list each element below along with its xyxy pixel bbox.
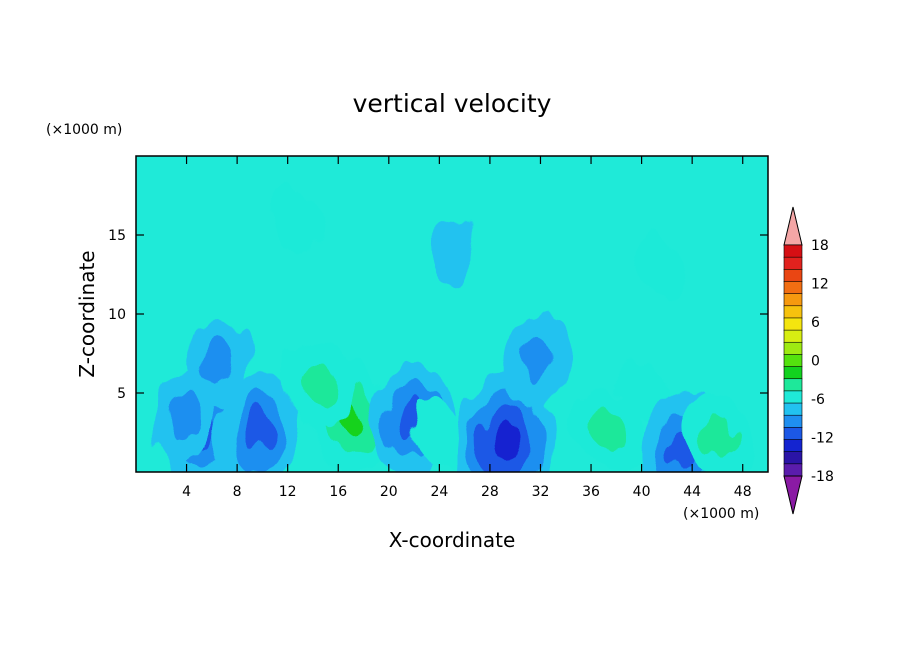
x-tick-label: 4 [182, 484, 191, 500]
x-tick-label: 8 [233, 484, 242, 500]
x-tick-label: 36 [582, 484, 600, 500]
x-axis-label: X-coordinate [389, 528, 516, 552]
y-axis: 5 10 15 [108, 228, 768, 402]
y-tick-label: 15 [108, 228, 126, 244]
contour-feature [267, 187, 321, 251]
x-tick-label: 28 [481, 484, 499, 500]
colorbar-swatch [783, 329, 803, 343]
colorbar-min-arrow [783, 475, 803, 515]
colorbar-swatch [783, 451, 803, 465]
x-tick-label: 16 [329, 484, 347, 500]
colorbar-swatch [783, 463, 803, 477]
contour-feature [428, 217, 476, 285]
contour-feature [218, 373, 302, 472]
contour-feature [571, 387, 644, 472]
contour-level [589, 409, 626, 453]
colorbar-swatch [783, 293, 803, 307]
contour-feature [501, 315, 567, 408]
y-axis-label: Z-coordinate [75, 250, 99, 377]
contour-level [634, 234, 687, 299]
y-tick-label: 10 [108, 307, 126, 323]
contour-feature [410, 400, 464, 465]
colorbar-swatch [783, 439, 803, 453]
colorbar-swatch [783, 354, 803, 368]
contour-feature [185, 315, 251, 408]
colorbar-max-arrow [783, 206, 803, 246]
contour-feature [634, 234, 687, 299]
contour-level [201, 338, 235, 385]
contour-level [410, 400, 464, 465]
contour-level [699, 414, 736, 458]
y-tick-label: 5 [117, 386, 126, 402]
contour-level [267, 187, 321, 251]
colorbar-swatch [783, 317, 803, 331]
colorbar-label: 0 [811, 354, 820, 370]
colorbar-swatch [783, 341, 803, 356]
colorbar-label: 12 [811, 277, 829, 293]
contour-level [167, 395, 201, 442]
x-tick-label: 48 [734, 484, 752, 500]
colorbar-swatch [783, 427, 803, 441]
colorbar-swatch [783, 256, 803, 270]
x-tick-label: 44 [683, 484, 701, 500]
colorbar-swatch [783, 390, 803, 404]
colorbar-label: 6 [811, 315, 820, 331]
colorbar-swatch [783, 414, 803, 428]
colorbar: 18 12 6 0 -6 -12 -18 [783, 206, 834, 515]
chart-title: vertical velocity [353, 89, 552, 118]
x-axis: 4 8 12 16 20 24 28 32 36 40 44 48 [182, 156, 752, 500]
x-tick-label: 12 [279, 484, 297, 500]
contour-level [301, 362, 338, 405]
colorbar-label: 18 [811, 238, 829, 254]
x-tick-label: 24 [430, 484, 448, 500]
colorbar-swatch [783, 244, 803, 258]
colorbar-swatch [783, 402, 803, 416]
x-unit-label: (×1000 m) [683, 506, 759, 522]
contour-level [245, 411, 274, 451]
plot-area [136, 156, 768, 472]
colorbar-swatch [783, 366, 803, 380]
contour-level [517, 338, 551, 385]
colorbar-label: -18 [811, 469, 834, 485]
x-tick-label: 40 [633, 484, 651, 500]
x-tick-label: 20 [380, 484, 398, 500]
colorbar-swatch [783, 305, 803, 319]
colorbar-swatch [783, 378, 803, 392]
colorbar-swatch [783, 269, 803, 283]
colorbar-label: -6 [811, 392, 825, 408]
contour-feature [681, 392, 754, 472]
contour-feature [283, 340, 356, 427]
colorbar-swatch [783, 281, 803, 295]
y-unit-label: (×1000 m) [46, 122, 122, 138]
contour-field [151, 187, 754, 472]
contour-level [492, 423, 518, 458]
contour-level [428, 217, 476, 285]
colorbar-label: -12 [811, 431, 834, 447]
x-tick-label: 32 [532, 484, 550, 500]
